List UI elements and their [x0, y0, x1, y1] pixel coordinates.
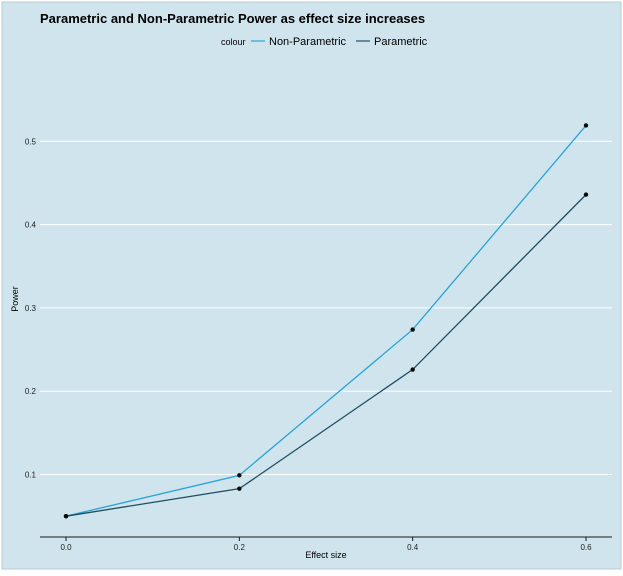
x-tick-label: 0.4 [407, 543, 419, 552]
legend-label-non-parametric: Non-Parametric [269, 36, 347, 48]
axes: 0.1 0.2 0.3 0.4 0.5 0.0 0.2 0.4 0.6 [25, 137, 612, 552]
x-axis-label: Effect size [305, 550, 346, 560]
data-point-parametric [583, 192, 589, 197]
legend: colour Non-Parametric Parametric [221, 36, 428, 48]
series-line-parametric [65, 194, 587, 517]
series-lines [65, 125, 587, 517]
data-point-non-parametric [583, 123, 589, 128]
x-tick-label: 0.6 [580, 543, 592, 552]
y-tick-label: 0.2 [25, 387, 37, 396]
data-point-parametric [410, 367, 415, 372]
legend-label-parametric: Parametric [374, 36, 428, 48]
chart-title: Parametric and Non-Parametric Power as e… [40, 11, 425, 26]
data-point-parametric [237, 486, 242, 491]
grid-lines [40, 140, 612, 476]
y-tick-label: 0.1 [25, 471, 37, 480]
x-tick-label: 0.0 [60, 543, 72, 552]
legend-title: colour [221, 37, 246, 47]
data-points [63, 123, 589, 519]
y-tick-label: 0.3 [25, 304, 37, 313]
x-tick-label: 0.2 [234, 543, 246, 552]
y-tick-label: 0.4 [25, 221, 37, 230]
series-line-non-parametric [65, 125, 587, 517]
data-point-non-parametric [237, 473, 242, 478]
data-point-non-parametric [410, 327, 415, 332]
y-axis-label: Power [10, 286, 20, 312]
y-tick-label: 0.5 [25, 137, 37, 146]
data-point-parametric [63, 513, 69, 519]
